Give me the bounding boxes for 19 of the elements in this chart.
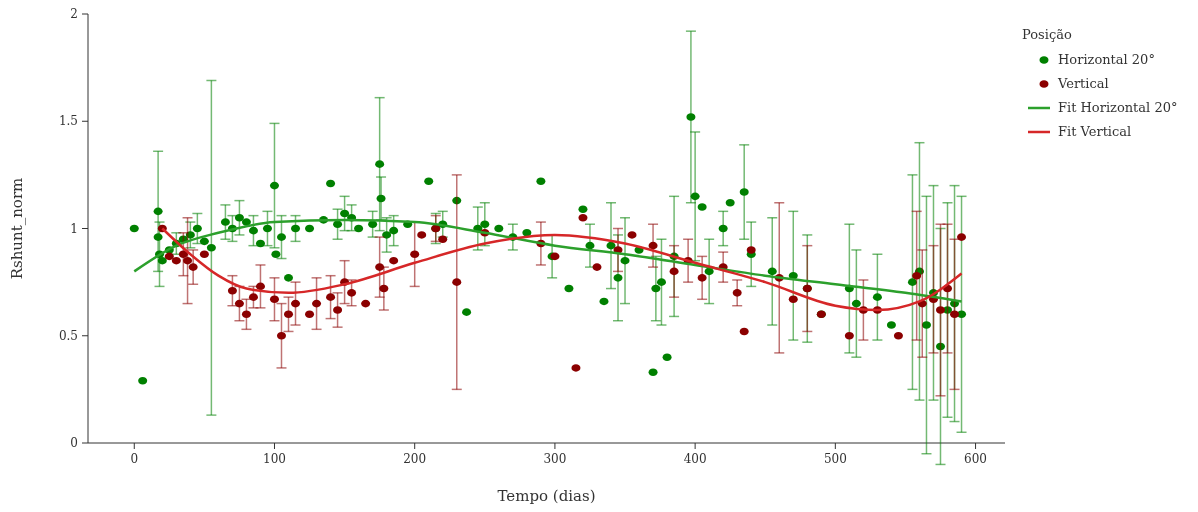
legend-label: Fit Vertical <box>1058 124 1132 139</box>
legend-label: Fit Horizontal 20° <box>1058 100 1178 115</box>
x-tick-label: 300 <box>543 452 567 466</box>
y-axis-title: Rshunt_norm <box>8 177 26 280</box>
legend-label: Horizontal 20° <box>1058 52 1155 67</box>
y-tick-label: 0 <box>70 436 78 450</box>
legend-label: Vertical <box>1057 76 1109 91</box>
y-tick-label: 0.5 <box>58 328 78 343</box>
x-tick-label: 0 <box>130 452 139 466</box>
x-tick-label: 100 <box>263 452 286 466</box>
x-tick-label: 200 <box>403 452 427 466</box>
y-tick-label: 2 <box>70 7 78 21</box>
y-tick-label: 1 <box>70 221 78 236</box>
x-tick-label: 600 <box>964 452 988 466</box>
y-tick-label: 1.5 <box>58 114 78 129</box>
x-tick-label: 500 <box>823 452 847 466</box>
x-axis-title: Tempo (dias) <box>497 487 596 505</box>
x-tick-label: 400 <box>683 452 707 466</box>
legend-title: Posição <box>1022 27 1072 42</box>
